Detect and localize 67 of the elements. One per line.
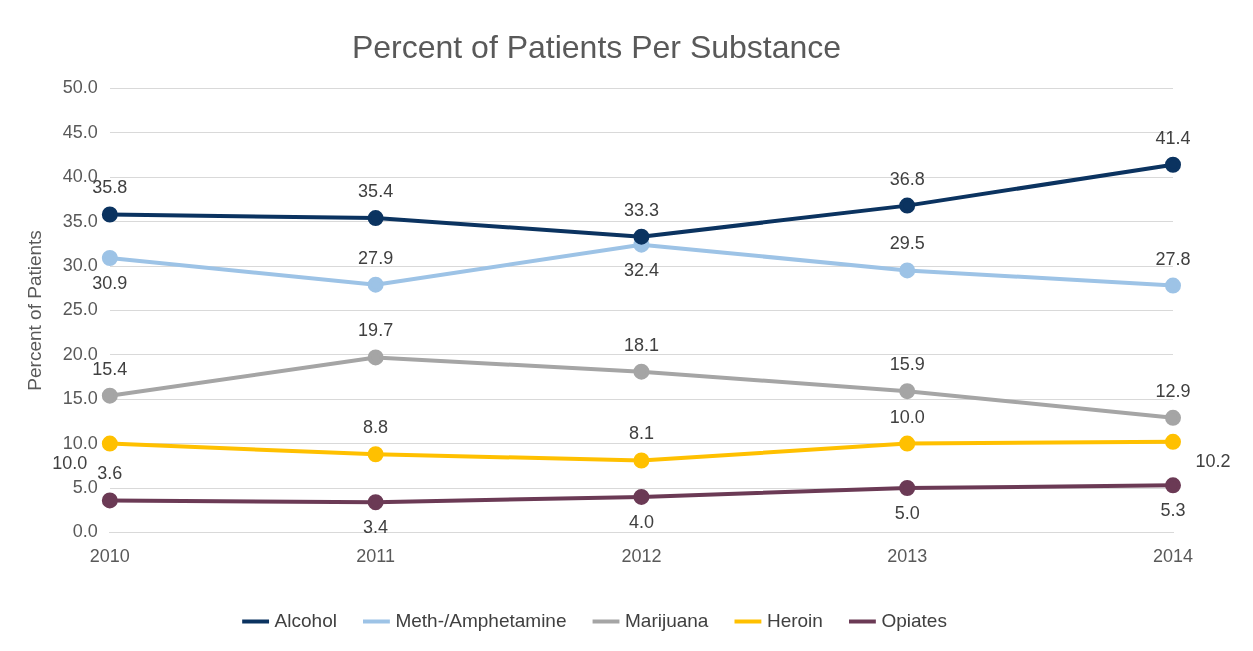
y-tick-label: 45.0	[62, 121, 98, 142]
data-label: 3.4	[363, 517, 389, 538]
data-label: 35.4	[358, 181, 394, 202]
point	[633, 363, 650, 380]
y-tick-label: 30.0	[62, 254, 98, 275]
chart-title: Percent of Patients Per Substance	[351, 29, 842, 66]
point	[367, 446, 384, 463]
data-label: 5.3	[1160, 500, 1186, 521]
point	[101, 206, 118, 223]
point	[367, 349, 384, 366]
point	[1165, 156, 1181, 173]
point	[1165, 433, 1181, 450]
point	[367, 276, 384, 293]
data-label: 18.1	[623, 334, 659, 355]
point	[101, 492, 118, 509]
y-tick-label: 15.0	[62, 388, 98, 409]
point	[899, 435, 916, 452]
y-axis-title: Percent of Patients	[23, 230, 45, 391]
point	[101, 387, 118, 404]
data-label: 41.4	[1155, 127, 1191, 148]
data-label: 10.0	[889, 406, 925, 427]
data-label: 10.2	[1195, 450, 1231, 471]
data-label: 3.6	[97, 463, 123, 484]
data-label: 30.9	[92, 272, 128, 293]
data-label: 4.0	[628, 511, 654, 532]
data-label: 15.9	[889, 354, 925, 375]
point	[367, 210, 384, 227]
y-tick-label: 10.0	[62, 432, 98, 453]
data-label: 27.8	[1155, 248, 1191, 269]
x-tick-label: 2010	[89, 546, 130, 567]
data-label: 27.9	[358, 247, 394, 268]
data-label: 12.9	[1155, 380, 1191, 401]
point	[1165, 477, 1181, 494]
point	[899, 480, 916, 496]
legend-label: Opiates	[881, 609, 947, 631]
data-label: 32.4	[623, 259, 659, 280]
data-label: 8.1	[628, 423, 654, 444]
point	[101, 435, 118, 452]
data-label: 33.3	[623, 199, 659, 220]
x-tick-label: 2012	[621, 546, 662, 567]
data-label: 5.0	[894, 502, 920, 523]
point	[1165, 409, 1181, 426]
y-tick-label: 35.0	[62, 210, 98, 231]
point	[633, 488, 650, 505]
y-tick-label: 5.0	[72, 476, 98, 497]
data-label: 19.7	[358, 320, 394, 341]
data-label: 8.8	[363, 417, 389, 438]
legend-label: Marijuana	[625, 609, 709, 631]
y-tick-label: 50.0	[62, 77, 98, 98]
point	[633, 452, 650, 469]
y-tick-label: 25.0	[62, 299, 98, 320]
legend-label: Heroin	[766, 609, 823, 631]
x-tick-label: 2011	[356, 546, 395, 567]
legend-label: Alcohol	[274, 609, 337, 631]
x-tick-label: 2014	[1152, 546, 1194, 567]
point	[899, 197, 916, 214]
data-label: 29.5	[889, 233, 925, 254]
point	[899, 262, 916, 279]
data-label: 36.8	[889, 168, 925, 189]
point	[1165, 277, 1181, 294]
point	[899, 383, 916, 400]
point	[367, 494, 384, 511]
x-tick-label: 2013	[887, 546, 928, 567]
point	[101, 250, 118, 267]
legend-label: Meth-/Amphetamine	[395, 609, 567, 631]
point	[633, 228, 650, 245]
y-tick-label: 0.0	[72, 521, 98, 542]
